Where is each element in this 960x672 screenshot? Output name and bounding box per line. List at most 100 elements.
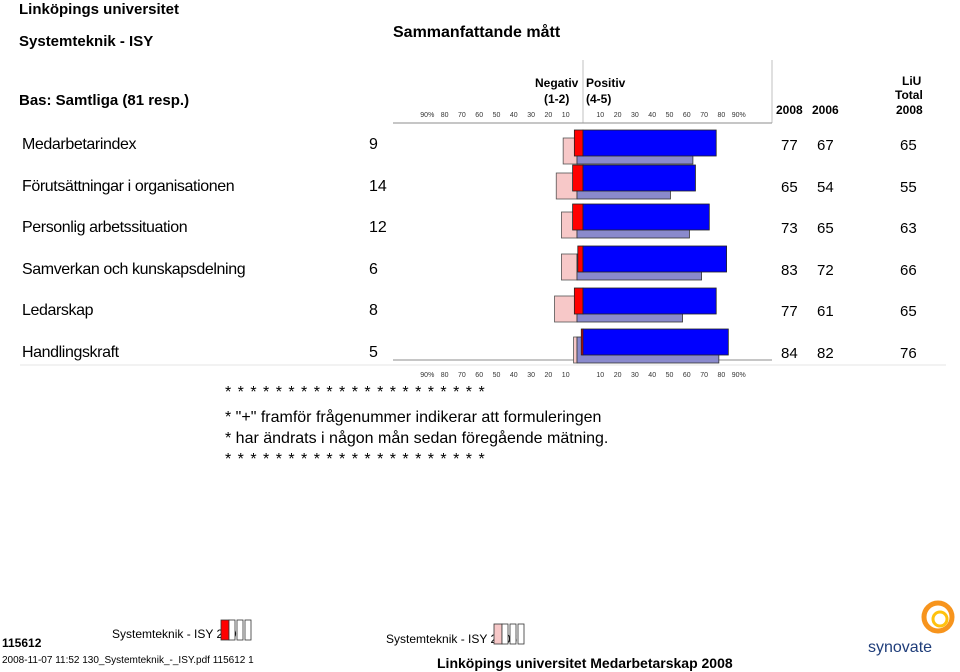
tick-label: 50 [493,372,501,379]
bar-positive-2008 [582,164,696,192]
bar-negative-2008 [573,129,584,157]
tick-label: 20 [614,112,622,119]
tick-label: 80 [718,112,726,119]
column-2006: 2006 [812,103,839,117]
bar-negative-2008 [573,287,584,315]
positive-scale: (4-5) [586,92,612,106]
bar-negative-2008 [577,245,584,273]
value-liu: 76 [900,345,917,362]
tick-label: 60 [475,112,483,119]
note-line-1: * "+" framför frågenummer indikerar att … [225,409,602,426]
tick-label: 10 [562,112,570,119]
note-stars-top: * * * * * * * * * * * * * * * * * * * * … [225,384,485,401]
tick-label: 70 [458,372,466,379]
value-liu: 63 [900,220,917,237]
tick-label: 60 [683,112,691,119]
value-2008: 65 [781,179,798,196]
row-label: Ledarskap [22,302,94,319]
logo-text: synovate [868,639,932,656]
logo-ring-outer [921,600,955,634]
value-2006: 82 [817,345,834,362]
legend-swatch [517,623,525,645]
value-2008: 83 [781,262,798,279]
bar-positive-2008 [582,245,727,273]
legend-swatch [501,623,509,645]
tick-label: 90% [732,112,746,119]
bar-negative-2008 [572,203,584,231]
row-question-count: 14 [369,178,387,195]
tick-label: 50 [666,372,674,379]
legend-swatch [236,619,244,641]
legend-swatch [220,619,230,641]
legend-2008-label: Systemteknik - ISY 2008 [112,627,244,641]
tick-label: 90% [732,372,746,379]
tick-label: 50 [666,112,674,119]
tick-label: 40 [648,112,656,119]
tick-label: 50 [493,112,501,119]
tick-label: 70 [700,372,708,379]
university-name: Linköpings universitet [19,1,180,18]
tick-label: 80 [441,372,449,379]
positive-header: Positiv [586,76,626,90]
tick-label: 30 [527,372,535,379]
value-2006: 67 [817,137,834,154]
synovate-logo: synovate [868,600,955,656]
unit-name: Systemteknik - ISY [19,33,154,50]
legend-swatch [228,619,236,641]
file-meta: 2008-11-07 11:52 130_Systemteknik_-_ISY.… [2,655,254,666]
tick-label: 30 [631,112,639,119]
tick-label: 40 [510,112,518,119]
row-label: Förutsättningar i organisationen [22,178,235,195]
row-question-count: 6 [369,261,378,278]
bar-negative-2006 [573,336,578,364]
logo-ring-inner [931,610,949,628]
value-2006: 61 [817,303,834,320]
tick-label: 30 [631,372,639,379]
respondent-base: Bas: Samtliga (81 resp.) [19,92,190,109]
row-question-count: 8 [369,302,378,319]
legend-swatch [509,623,517,645]
value-2006: 54 [817,179,834,196]
report-code: 115612 [2,636,42,650]
tick-label: 90% [420,372,434,379]
value-2006: 72 [817,262,834,279]
tick-label: 10 [596,112,604,119]
bar-positive-2008 [582,287,717,315]
value-2008: 73 [781,220,798,237]
tick-label: 40 [648,372,656,379]
bar-positive-2008 [582,203,710,231]
negative-header: Negativ [535,76,579,90]
row-question-count: 9 [369,136,378,153]
tick-label: 10 [596,372,604,379]
bar-negative-2006 [554,295,578,323]
value-liu: 65 [900,303,917,320]
tick-label: 10 [562,372,570,379]
legend-2006-label: Systemteknik - ISY 2006 [386,632,518,646]
column-2008: 2008 [776,103,803,117]
note-stars-bottom: * * * * * * * * * * * * * * * * * * * * … [225,451,485,468]
tick-label: 60 [683,372,691,379]
row-label: Handlingskraft [22,344,119,361]
value-2008: 77 [781,137,798,154]
tick-label: 80 [441,112,449,119]
row-question-count: 5 [369,344,378,361]
column-liu: LiU [902,74,922,88]
column-total: Total [895,88,923,102]
tick-label: 30 [527,112,535,119]
row-question-count: 12 [369,219,387,236]
column-liu-year: 2008 [896,103,923,117]
bar-negative-2006 [561,253,578,281]
value-2006: 65 [817,220,834,237]
bar-positive-2008 [582,328,729,356]
value-liu: 55 [900,179,917,196]
tick-label: 70 [700,112,708,119]
legend-swatch [244,619,252,641]
row-label: Medarbetarindex [22,136,137,153]
row-label: Samverkan och kunskapsdelning [22,261,246,278]
negative-scale: (1-2) [544,92,570,106]
note-line-2: * har ändrats i någon mån sedan föregåen… [225,430,609,447]
row-label: Personlig arbetssituation [22,219,188,236]
tick-label: 70 [458,112,466,119]
legend-swatch [493,623,503,645]
